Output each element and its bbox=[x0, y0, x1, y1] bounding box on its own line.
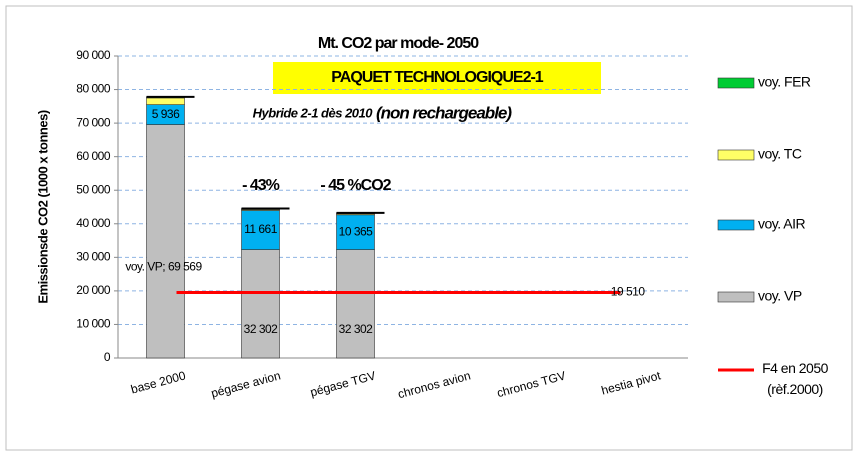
data-label: 10 365 bbox=[339, 224, 374, 238]
y-tick-label: 40 000 bbox=[76, 216, 111, 230]
data-label: 32 302 bbox=[244, 322, 279, 336]
chart-subtitle: PAQUET TECHNOLOGIQUE2-1 bbox=[331, 69, 543, 86]
legend-label: voy. AIR bbox=[758, 216, 805, 232]
y-tick-label: 0 bbox=[104, 350, 111, 364]
bar-segment bbox=[146, 124, 185, 359]
data-label: 11 661 bbox=[244, 222, 278, 236]
legend-swatch bbox=[717, 219, 755, 231]
y-tick-label: 30 000 bbox=[76, 250, 111, 264]
subtitle-box bbox=[273, 62, 601, 94]
chart-title: Mt. CO2 par mode- 2050 bbox=[318, 35, 479, 52]
data-label: voy. VP; 69 569 bbox=[125, 259, 202, 273]
annotation: - 45 %CO2 bbox=[320, 177, 391, 194]
legend-label: voy. VP bbox=[758, 288, 802, 304]
legend-label-box: F4 en 2050 (rèf.2000) bbox=[762, 360, 828, 397]
legend-swatch bbox=[717, 77, 755, 89]
bar-segment bbox=[336, 249, 375, 359]
y-tick-label: 10 000 bbox=[76, 317, 111, 331]
y-tick-label: 60 000 bbox=[76, 149, 111, 163]
data-label: 32 302 bbox=[339, 322, 374, 336]
legend-label: F4 en 2050 (rèf.2000) bbox=[762, 360, 828, 397]
data-label: 5 936 bbox=[152, 107, 180, 121]
annotation: - 43% bbox=[242, 177, 280, 194]
y-tick-label: 90 000 bbox=[76, 48, 111, 62]
y-axis-label: Emissionsde CO2 (1000 x tonnes) bbox=[35, 110, 50, 303]
bar-segment bbox=[146, 97, 185, 105]
y-tick-label: 50 000 bbox=[76, 182, 111, 196]
y-tick-label: 20 000 bbox=[76, 283, 111, 297]
note: Hybride 2-1 dès 2010 bbox=[253, 105, 374, 120]
bar-segment bbox=[336, 214, 375, 250]
legend-label: voy. TC bbox=[758, 146, 802, 162]
bar-segment bbox=[241, 249, 280, 359]
legend-swatch bbox=[717, 291, 755, 303]
y-tick-label: 70 000 bbox=[76, 115, 111, 129]
reference-label: 19 510 bbox=[611, 285, 646, 299]
y-tick-label: 80 000 bbox=[76, 82, 111, 96]
legend-label: voy. FER bbox=[758, 74, 811, 90]
legend-swatch bbox=[717, 149, 755, 161]
note: (non rechargeable) bbox=[376, 103, 512, 122]
